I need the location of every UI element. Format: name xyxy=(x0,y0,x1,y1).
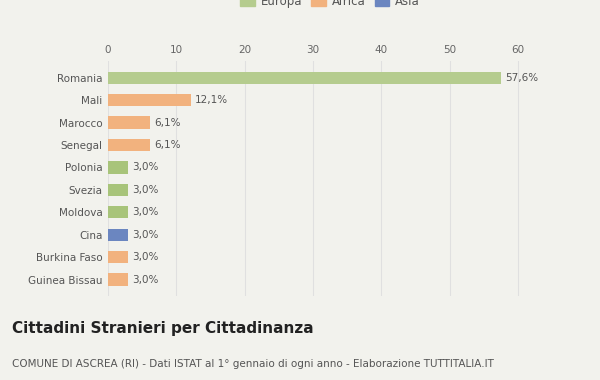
Bar xyxy=(108,228,128,241)
Bar xyxy=(108,94,191,106)
Bar xyxy=(108,139,149,151)
Bar xyxy=(108,161,128,174)
Text: COMUNE DI ASCREA (RI) - Dati ISTAT al 1° gennaio di ogni anno - Elaborazione TUT: COMUNE DI ASCREA (RI) - Dati ISTAT al 1°… xyxy=(12,359,494,369)
Bar xyxy=(108,71,502,84)
Text: 6,1%: 6,1% xyxy=(154,140,180,150)
Bar xyxy=(108,116,149,129)
Text: Cittadini Stranieri per Cittadinanza: Cittadini Stranieri per Cittadinanza xyxy=(12,321,314,336)
Bar xyxy=(108,184,128,196)
Text: 3,0%: 3,0% xyxy=(133,230,159,240)
Text: 57,6%: 57,6% xyxy=(506,73,539,83)
Text: 3,0%: 3,0% xyxy=(133,185,159,195)
Bar xyxy=(108,206,128,218)
Legend: Europa, Africa, Asia: Europa, Africa, Asia xyxy=(236,0,424,13)
Text: 12,1%: 12,1% xyxy=(195,95,228,105)
Text: 6,1%: 6,1% xyxy=(154,117,180,128)
Text: 3,0%: 3,0% xyxy=(133,252,159,262)
Text: 3,0%: 3,0% xyxy=(133,162,159,173)
Bar xyxy=(108,251,128,263)
Text: 3,0%: 3,0% xyxy=(133,274,159,285)
Text: 3,0%: 3,0% xyxy=(133,207,159,217)
Bar xyxy=(108,273,128,286)
